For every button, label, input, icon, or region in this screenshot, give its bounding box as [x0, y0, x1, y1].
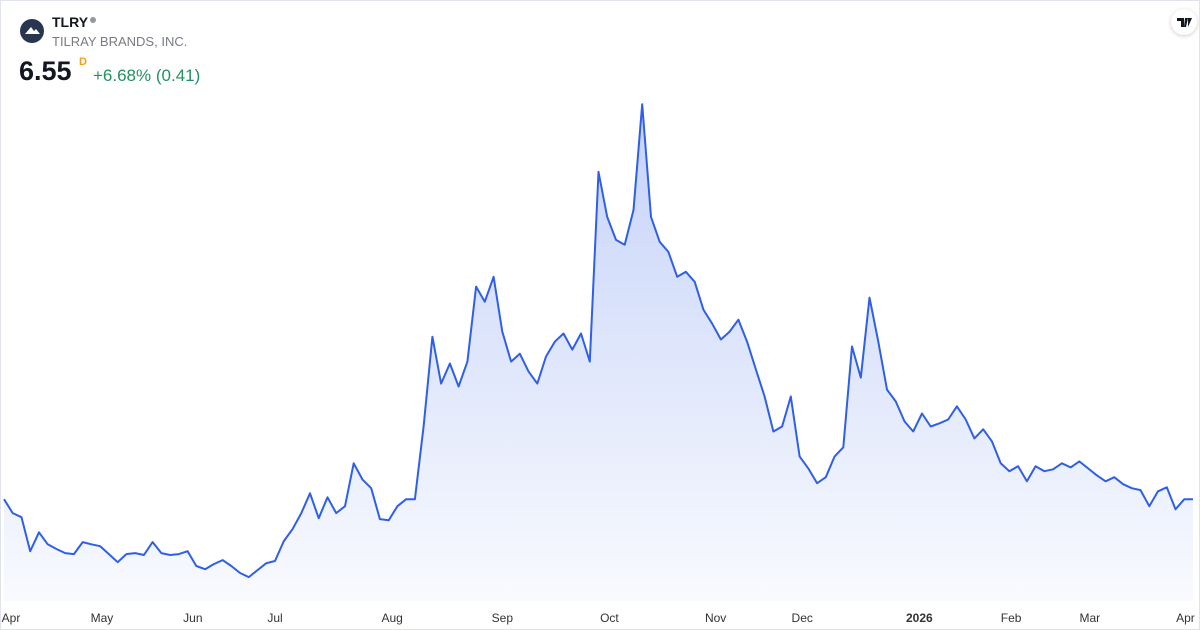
x-tick-label: May [91, 611, 114, 625]
price: 6.55 [19, 56, 72, 86]
price-change: +6.68% (0.41) [93, 66, 201, 85]
x-tick-label: Apr [1176, 611, 1195, 625]
x-tick-label: Apr [2, 611, 21, 625]
x-tick-label: Jun [183, 611, 202, 625]
x-tick-label: Oct [600, 611, 619, 625]
x-tick-label: Aug [381, 611, 402, 625]
area-fill [4, 104, 1193, 601]
status-dot [90, 17, 96, 23]
brand-logo[interactable] [1171, 9, 1197, 35]
x-tick-label: Nov [705, 611, 726, 625]
price-line [3, 103, 1193, 579]
x-tick-label: Sep [492, 611, 514, 625]
company-name: TILRAY BRANDS, INC. [52, 34, 188, 49]
symbol: TLRY [52, 14, 89, 30]
x-tick-label: Jul [267, 611, 282, 625]
brand-icon [1177, 18, 1192, 27]
x-tick-label: Dec [792, 611, 813, 625]
x-tick-label: Mar [1080, 611, 1101, 625]
price-flag: D [79, 56, 87, 68]
x-tick-label: 2026 [906, 611, 933, 625]
symbol-logo [20, 19, 44, 43]
x-tick-label: Feb [1001, 611, 1022, 625]
